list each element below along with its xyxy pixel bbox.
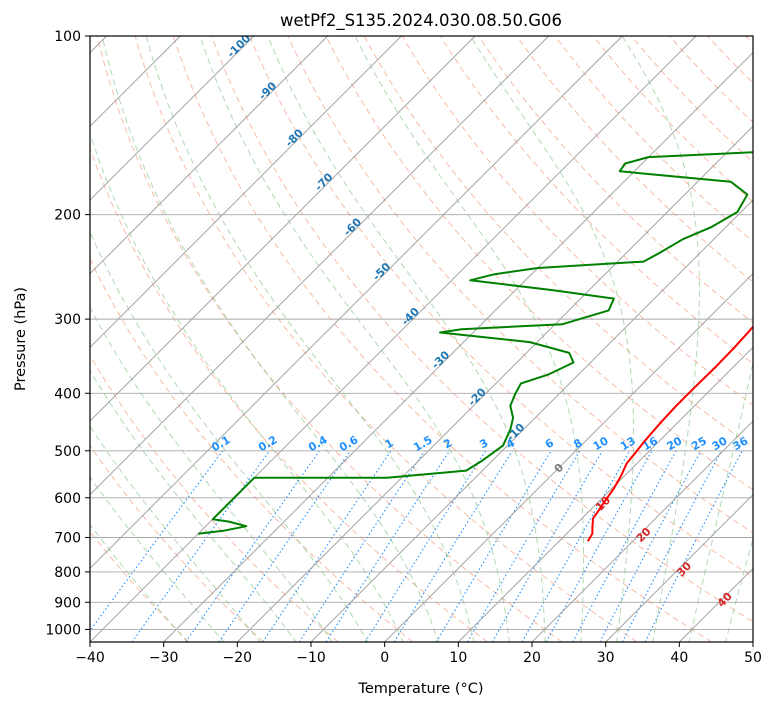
isotherm-line bbox=[531, 420, 753, 642]
moist-adiabat-line bbox=[688, 360, 753, 642]
profile-series bbox=[198, 151, 753, 542]
moist-adiabat-line bbox=[101, 36, 440, 642]
dry-adiabats bbox=[90, 36, 753, 642]
x-tick-label: 20 bbox=[523, 650, 541, 666]
isotherm-line bbox=[384, 273, 753, 642]
dry-adiabat-line bbox=[325, 36, 753, 491]
moist-adiabat-line bbox=[90, 476, 225, 642]
x-tick-label: −40 bbox=[75, 650, 105, 666]
chart-title: wetPf2_S135.2024.030.08.50.G06 bbox=[280, 11, 562, 31]
x-tick-label: 0 bbox=[380, 650, 389, 666]
isotherm-line bbox=[237, 125, 753, 642]
y-tick-label: 300 bbox=[54, 312, 81, 328]
mixing-ratio-line bbox=[521, 450, 631, 642]
dry-adiabat-line bbox=[516, 36, 753, 283]
dry-adiabat-line bbox=[401, 36, 753, 406]
x-axis: −40 −30 −20 −10 0 10 20 30 40 50 bbox=[75, 642, 762, 666]
mixing-ratio-line bbox=[435, 450, 552, 642]
y-axis: 100 200 300 400 500 600 700 800 900 1000 bbox=[45, 29, 90, 638]
y-tick-label: 200 bbox=[54, 208, 81, 224]
y-tick-label: 800 bbox=[54, 565, 81, 581]
isotherm-line bbox=[90, 36, 623, 569]
dry-adiabat-line bbox=[134, 36, 638, 642]
y-tick-label: 400 bbox=[54, 386, 81, 402]
y-tick-label: 600 bbox=[54, 491, 81, 507]
isotherm-line bbox=[90, 36, 328, 275]
y-tick-label: 1000 bbox=[45, 622, 81, 638]
y-tick-label: 500 bbox=[54, 444, 81, 460]
mixing-ratio-line bbox=[572, 450, 677, 642]
moist-adiabat-line bbox=[354, 36, 584, 642]
dry-adiabat-line bbox=[96, 36, 563, 642]
isotherm-line bbox=[458, 346, 753, 642]
dry-adiabat-line bbox=[90, 444, 264, 642]
moist-adiabat-line bbox=[90, 306, 333, 642]
moist-adiabat-line bbox=[90, 369, 297, 642]
temperature-series-line bbox=[587, 325, 753, 542]
moist-adiabat-line bbox=[90, 425, 261, 642]
dry-adiabat-line bbox=[249, 36, 753, 578]
x-tick-label: −30 bbox=[149, 650, 179, 666]
moist-adiabat-line bbox=[267, 36, 546, 642]
moist-adiabat-line bbox=[90, 230, 369, 642]
isotherm-line bbox=[90, 36, 402, 348]
plot-area: -100-90-80-70-60-50-40-30-20-10 0.1 0.2 0.… bbox=[90, 36, 753, 642]
x-tick-label: 40 bbox=[670, 650, 688, 666]
y-axis-label: Pressure (hPa) bbox=[13, 287, 29, 391]
mixing-ratio-line bbox=[467, 450, 581, 642]
dry-adiabat-line bbox=[172, 36, 712, 642]
mixing-ratio-line bbox=[185, 450, 321, 642]
isobars bbox=[90, 36, 753, 630]
x-tick-label: 50 bbox=[744, 650, 762, 666]
dry-adiabat-line bbox=[211, 36, 753, 623]
y-tick-label: 900 bbox=[54, 595, 81, 611]
moist-adiabat-line bbox=[90, 132, 404, 642]
mixing-ratio-lines bbox=[90, 450, 743, 642]
moist-adiabat-line bbox=[90, 523, 188, 642]
moist-adiabat-line bbox=[470, 36, 634, 642]
isotherm-line bbox=[90, 36, 476, 422]
isotherm-line bbox=[90, 36, 549, 496]
isotherm-line bbox=[90, 36, 697, 642]
y-tick-label: 700 bbox=[54, 531, 81, 547]
isotherms bbox=[90, 36, 753, 642]
x-tick-label: 10 bbox=[449, 650, 467, 666]
x-axis-label: Temperature (°C) bbox=[357, 681, 483, 697]
x-tick-label: 30 bbox=[597, 650, 615, 666]
plot-frame bbox=[89, 35, 754, 643]
moist-adiabat-line bbox=[199, 36, 510, 642]
isotherm-line bbox=[163, 52, 753, 642]
x-tick-label: −20 bbox=[223, 650, 253, 666]
y-tick-label: 100 bbox=[54, 29, 81, 45]
moist-adiabat-line bbox=[621, 36, 700, 642]
isotherm-line bbox=[310, 199, 753, 642]
mixing-ratio-line bbox=[491, 450, 603, 642]
mixing-ratio-line bbox=[364, 450, 487, 642]
mixing-ratio-line bbox=[393, 450, 513, 642]
moist-adiabats bbox=[90, 36, 753, 642]
isotherm-line bbox=[605, 494, 753, 642]
moist-adiabat-line bbox=[145, 36, 475, 642]
isotherm-line bbox=[90, 36, 255, 201]
mixing-ratio-line bbox=[325, 450, 451, 642]
mixing-ratio-line bbox=[218, 450, 351, 642]
dry-adiabat-line bbox=[630, 36, 753, 163]
dry-adiabat-line bbox=[592, 36, 753, 203]
x-tick-label: −10 bbox=[296, 650, 326, 666]
mixing-ratio-line bbox=[131, 450, 271, 642]
moist-adiabat-line bbox=[725, 537, 753, 642]
dewpoint-series-line bbox=[198, 151, 753, 535]
dry-adiabat-line bbox=[478, 36, 753, 324]
dry-adiabat-line bbox=[90, 257, 414, 642]
